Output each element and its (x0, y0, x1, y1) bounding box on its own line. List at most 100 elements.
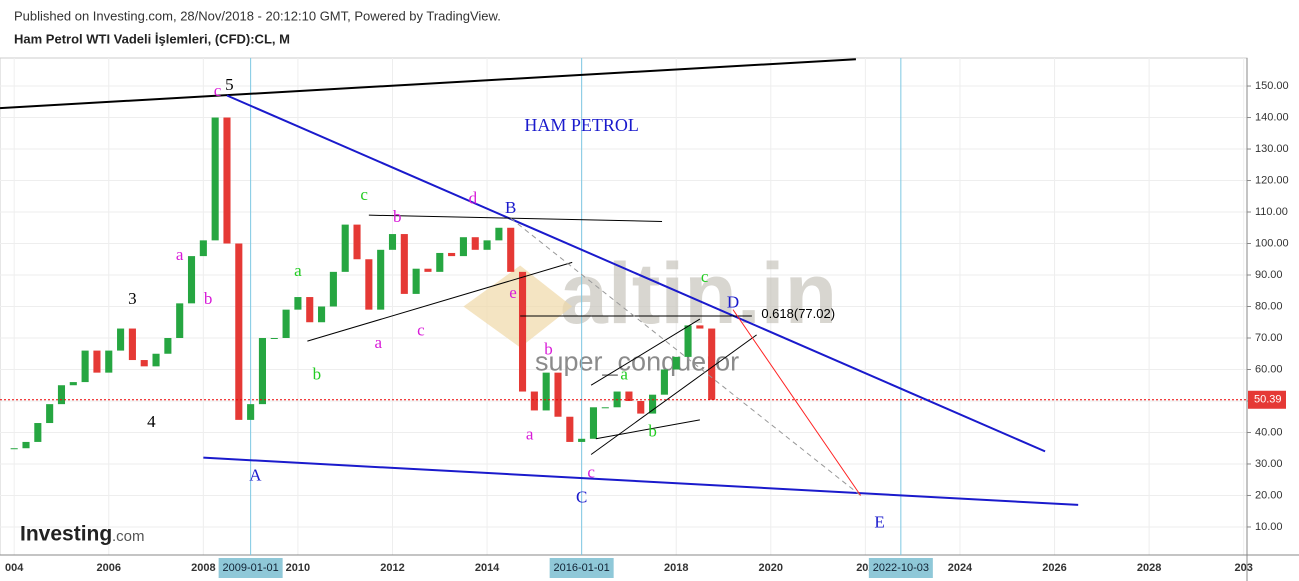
candle (589, 407, 598, 439)
y-tick-label: 140.00 (1255, 111, 1289, 123)
wave-label: a (375, 333, 383, 352)
wave-label: b (648, 421, 657, 440)
symbol-title: Ham Petrol WTI Vadeli İşlemleri, (CFD):C… (14, 31, 290, 46)
wave-label: e (509, 283, 517, 302)
candle (637, 400, 645, 414)
wave-label: 0.618(77.02) (761, 306, 835, 321)
candle (105, 350, 113, 373)
y-tick-label: 130.00 (1255, 143, 1289, 155)
candle (388, 234, 397, 250)
candle (235, 243, 243, 420)
y-tick-label: 70.00 (1255, 332, 1283, 344)
wave-label: b (313, 365, 322, 384)
candle (708, 328, 716, 400)
wave-label: 3 (128, 289, 137, 308)
y-tick-label: 60.00 (1255, 363, 1283, 375)
date-marker-box (549, 558, 614, 578)
wave-label: b (544, 340, 553, 359)
date-marker-box (218, 558, 283, 578)
candle (211, 117, 219, 241)
x-tick-label: 2012 (380, 562, 404, 574)
x-tick-label: 2010 (286, 562, 310, 574)
date-marker-label: 2022-10-03 (873, 562, 929, 574)
last-price-box (1248, 390, 1286, 409)
x-tick-label: 004 (5, 562, 24, 574)
candle (660, 369, 668, 395)
candle (140, 360, 148, 367)
trend-line (510, 217, 861, 496)
y-tick-label: 110.00 (1255, 206, 1288, 218)
y-tick-label: 90.00 (1255, 269, 1283, 281)
wave-label: 5 (225, 75, 234, 94)
candle (696, 325, 704, 329)
candle (601, 407, 609, 409)
trend-line (226, 94, 1046, 453)
trend-line (203, 456, 1079, 506)
y-tick-label: 20.00 (1255, 489, 1283, 501)
wave-label: a (620, 365, 628, 384)
candle (353, 224, 361, 260)
date-marker-label: 2016-01-01 (554, 562, 610, 574)
trend-line (590, 318, 701, 386)
trend-line (307, 261, 573, 342)
wave-label: 4 (147, 412, 156, 431)
x-tick-label: 2006 (97, 562, 121, 574)
x-tick-label: 2014 (475, 562, 500, 574)
wave-label: D (727, 292, 739, 311)
wave-label: A (249, 465, 262, 484)
candle (10, 448, 18, 450)
candle (282, 309, 290, 338)
wave-label: b (204, 289, 213, 308)
candle (306, 297, 314, 323)
y-tick-label: 80.00 (1255, 300, 1283, 312)
x-tick-label: 2018 (664, 562, 688, 574)
wave-label: c (701, 267, 709, 286)
candle (400, 234, 408, 294)
candle (471, 237, 479, 250)
trend-line (368, 214, 663, 222)
candle (34, 423, 42, 442)
wave-label: c (417, 321, 425, 340)
candle (566, 416, 574, 442)
candle (258, 337, 266, 405)
candle (495, 227, 503, 241)
wave-label: c (214, 81, 222, 100)
y-tick-label: 40.00 (1255, 426, 1283, 438)
date-marker-label: 2009-01-01 (222, 562, 278, 574)
y-tick-label: 10.00 (1255, 521, 1283, 533)
candle (93, 350, 101, 373)
date-marker-box (868, 558, 933, 578)
logo-main: Investing (20, 523, 112, 546)
candle (46, 404, 54, 424)
logo-suffix: .com (112, 528, 145, 545)
candle (69, 382, 77, 386)
published-note: Published on Investing.com, 28/Nov/2018 … (14, 8, 501, 23)
candle (81, 350, 89, 383)
x-tick-label: 2024 (948, 562, 973, 574)
x-tick-label: 2026 (1042, 562, 1066, 574)
wave-label: B (505, 198, 516, 217)
trend-line (732, 309, 862, 496)
x-tick-label: 2028 (1137, 562, 1161, 574)
wave-label: a (294, 261, 302, 280)
candle (542, 372, 550, 411)
candle (294, 297, 302, 310)
trend-line (595, 419, 700, 440)
candle (152, 353, 160, 367)
wave-label: a (526, 425, 534, 444)
candle (128, 328, 136, 361)
trend-line (0, 58, 856, 110)
y-tick-label: 120.00 (1255, 174, 1289, 186)
candle (483, 240, 491, 250)
wave-label: c (587, 462, 595, 481)
wave-label: HAM PETROL (524, 115, 639, 135)
x-tick-label: 2020 (759, 562, 783, 574)
x-tick-label: 203 (1235, 562, 1253, 574)
candle (672, 356, 680, 370)
candle (436, 252, 444, 272)
x-tick-label: 2008 (191, 562, 215, 574)
candle (649, 394, 657, 414)
watermark-icon (463, 265, 573, 348)
candle (341, 224, 349, 272)
